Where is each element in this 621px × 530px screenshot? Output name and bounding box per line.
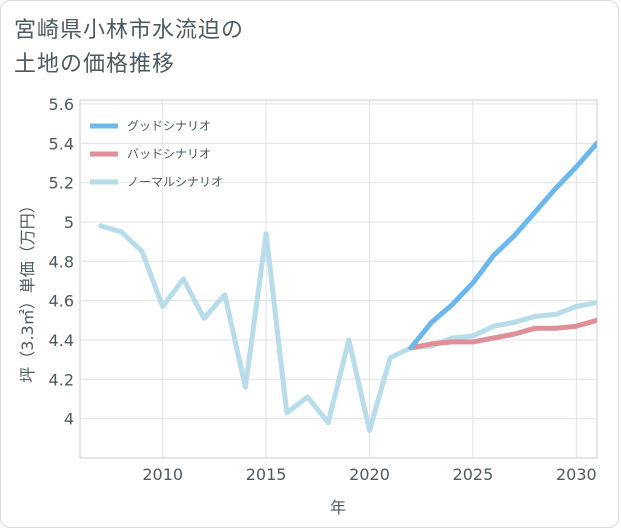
y-tick-label-4: 4.8 [49, 252, 74, 271]
y-tick-label-1: 4.2 [49, 370, 74, 389]
chart-title: 宮崎県小林市水流迫の 土地の価格推移 [14, 14, 244, 82]
x-axis-title: 年 [330, 498, 346, 517]
x-tick-label-2015: 2015 [246, 465, 287, 484]
y-tick-label-8: 5.6 [49, 95, 74, 114]
y-tick-label-6: 5.2 [49, 174, 74, 193]
legend-label-2: ノーマルシナリオ [127, 175, 223, 189]
plot-area [79, 99, 598, 459]
series-line-2 [98, 223, 597, 433]
y-axis-title: 坪（3.3㎡）単価（万円） [18, 197, 37, 382]
series-line-1 [408, 317, 597, 351]
chart-title-line-1: 宮崎県小林市水流迫の [14, 18, 245, 43]
legend-label-0: グッドシナリオ [127, 119, 211, 133]
x-tick-label-2025: 2025 [453, 465, 494, 484]
y-tick-label-3: 4.6 [49, 292, 74, 311]
y-tick-label-5: 5 [64, 213, 74, 232]
x-tick-label-2030: 2030 [556, 465, 597, 484]
x-tick-label-2010: 2010 [142, 465, 183, 484]
y-tick-label-0: 4 [64, 410, 74, 429]
tick-labels: 2010 2015 2020 2025 2030 4 4.2 4.4 4.6 4.8 5 5.2 5.4… [49, 95, 597, 484]
series-lines [98, 140, 597, 433]
y-tick-label-7: 5.4 [49, 134, 74, 153]
series-line-0 [408, 140, 597, 351]
chart-title-line-2: 土地の価格推移 [14, 52, 176, 77]
x-tick-label-2020: 2020 [349, 465, 390, 484]
y-tick-label-2: 4.4 [49, 331, 74, 350]
legend-label-1: バッドシナリオ [127, 147, 211, 161]
